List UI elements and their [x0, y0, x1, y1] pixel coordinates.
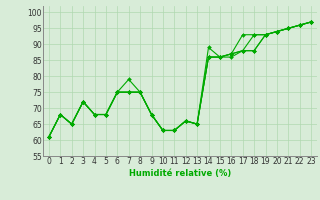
X-axis label: Humidité relative (%): Humidité relative (%)	[129, 169, 231, 178]
